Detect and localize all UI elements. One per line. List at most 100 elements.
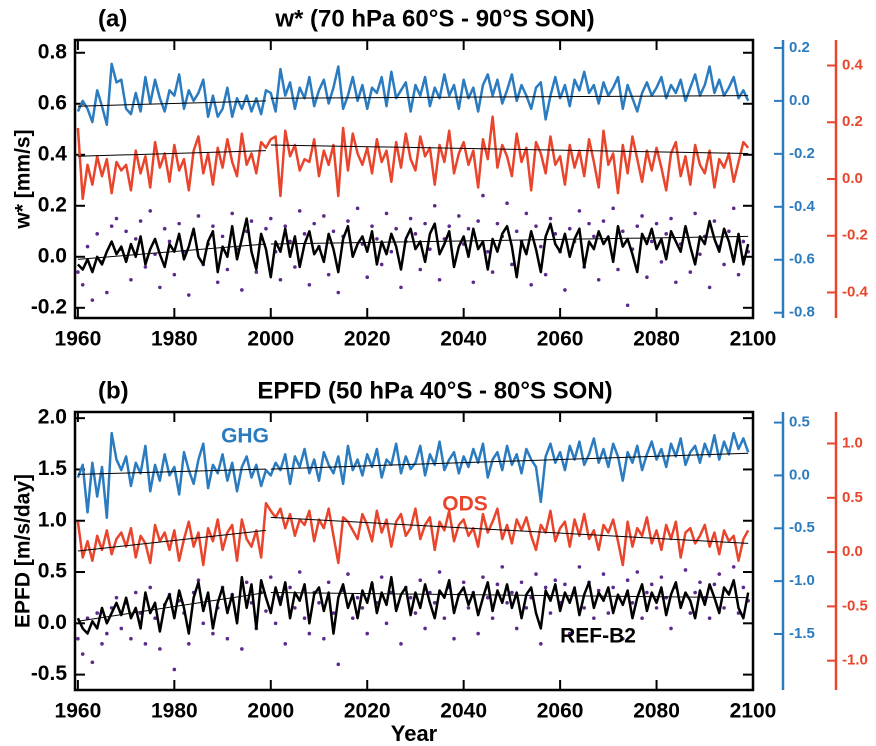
data-dot [698, 252, 702, 257]
data-dot [379, 575, 384, 579]
data-dot [688, 270, 693, 274]
x-tick-label: 2100 [730, 328, 777, 351]
data-dot [187, 293, 191, 297]
y-tick-label: -0.2 [789, 145, 815, 162]
x-tick-label: 2040 [440, 700, 487, 723]
data-dot [534, 572, 538, 576]
data-dot [225, 267, 230, 272]
data-dot [741, 585, 746, 590]
data-dot [133, 237, 138, 241]
data-dot [124, 229, 128, 234]
data-dot [543, 585, 548, 590]
data-dot [659, 260, 664, 264]
panel-label: (b) [98, 377, 129, 404]
y-tick-label: 0.0 [38, 244, 67, 267]
data-dot [215, 280, 220, 285]
data-dot [80, 652, 85, 656]
trend-line [270, 144, 749, 154]
data-dot [688, 611, 693, 615]
data-dot [645, 590, 649, 595]
data-dot [505, 201, 509, 206]
x-tick-label: 1980 [151, 328, 198, 351]
trend-line [270, 452, 749, 470]
data-dot [225, 636, 230, 641]
data-dot [577, 209, 582, 213]
data-dot [659, 575, 664, 579]
data-dot [722, 262, 726, 267]
x-tick-label: 2000 [247, 328, 294, 351]
y-tick-label: 0.2 [842, 113, 863, 130]
data-dot [85, 244, 90, 249]
data-dot [384, 211, 389, 216]
data-dot [534, 224, 538, 228]
data-dot [336, 290, 341, 295]
data-dot [471, 280, 476, 285]
data-dot [553, 232, 558, 236]
data-dot [553, 578, 558, 583]
data-dot [240, 288, 244, 292]
plot-frame [73, 410, 755, 692]
data-dot [596, 588, 601, 593]
data-dot [442, 616, 447, 620]
data-dot [220, 234, 225, 239]
data-dot [109, 224, 114, 228]
data-dot [519, 580, 524, 585]
y-tick-label: -0.5 [789, 519, 815, 536]
data-dot [423, 221, 427, 226]
data-dot [736, 272, 741, 277]
data-dot [268, 216, 273, 221]
data-dot [326, 580, 331, 585]
data-dot [490, 616, 495, 620]
data-dot [683, 568, 688, 572]
y-tick-label: 0.0 [842, 543, 863, 560]
data-dot [582, 606, 587, 610]
trend-line [77, 529, 267, 552]
data-dot [712, 219, 717, 223]
data-dot [172, 272, 177, 277]
data-dot [428, 247, 432, 251]
series-line [76, 575, 750, 635]
data-dot [365, 275, 370, 279]
data-dot [293, 265, 297, 269]
data-dot [592, 616, 596, 620]
data-dot [567, 226, 572, 231]
data-dot [413, 611, 418, 615]
data-dot [621, 636, 625, 641]
data-dot [621, 229, 625, 234]
data-dot [452, 636, 456, 641]
y-tick-label: -0.5 [842, 597, 868, 614]
data-dot [722, 606, 726, 610]
data-dot [717, 572, 722, 576]
x-axis-label: Year [391, 721, 438, 746]
x-tick-label: 2020 [344, 328, 391, 351]
x-tick-label: 2000 [247, 700, 294, 723]
data-dot [114, 595, 119, 600]
data-dot [418, 578, 423, 583]
data-dot [476, 631, 480, 636]
data-dot [707, 285, 712, 290]
data-dot [293, 606, 297, 610]
data-dot [331, 229, 336, 234]
data-dot [495, 221, 500, 226]
data-dot [211, 631, 215, 636]
data-dot [592, 234, 596, 239]
y-tick-label: 0.6 [38, 91, 67, 114]
data-dot [278, 277, 283, 282]
y-tick-label: -0.8 [789, 304, 815, 321]
data-dot [143, 642, 148, 646]
data-dot [500, 565, 505, 569]
data-dot [727, 229, 731, 234]
data-dot [601, 219, 606, 223]
x-tick-label: 2060 [537, 328, 584, 351]
data-dot [563, 582, 567, 587]
y-tick-label: 0.4 [842, 56, 864, 73]
data-dot [317, 601, 321, 605]
data-dot [95, 611, 99, 615]
data-dot [375, 237, 379, 241]
data-dot [153, 616, 157, 620]
trend-line [77, 100, 266, 107]
data-dot [268, 575, 273, 579]
data-dot [76, 270, 80, 274]
data-dot [485, 249, 490, 254]
data-dot [346, 572, 350, 576]
